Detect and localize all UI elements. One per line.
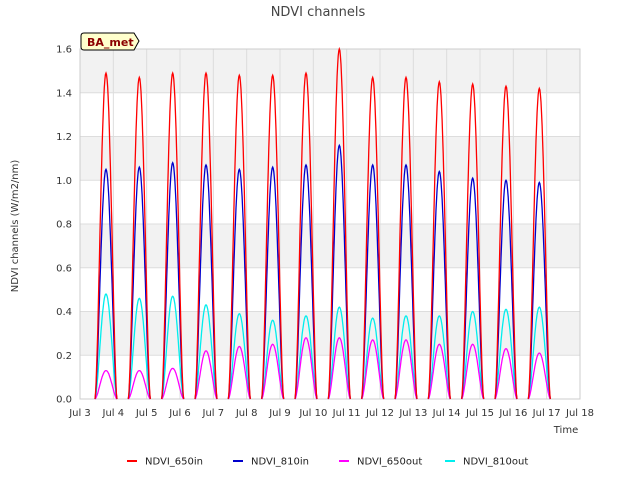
x-tick-label: Jul 7 xyxy=(202,408,225,419)
x-tick-label: Jul 16 xyxy=(498,408,527,419)
y-tick-label: 1.4 xyxy=(56,88,72,99)
y-tick-label: 0.8 xyxy=(56,220,72,231)
x-tick-label: Jul 5 xyxy=(135,408,158,419)
y-tick-label: 1.6 xyxy=(56,45,72,56)
chart-title: NDVI channels xyxy=(271,5,366,20)
site-badge: BA_met xyxy=(80,32,140,51)
y-axis-title: NDVI channels (W/m2/nm) xyxy=(10,160,21,293)
legend-label: NDVI_810in xyxy=(251,457,309,468)
x-tick-label: Jul 18 xyxy=(565,408,594,419)
legend-label: NDVI_650in xyxy=(145,457,203,468)
x-tick-label: Jul 17 xyxy=(532,408,561,419)
x-tick-label: Jul 15 xyxy=(465,408,494,419)
y-tick-label: 0.4 xyxy=(56,307,72,318)
y-tick-label: 0.2 xyxy=(56,351,72,362)
plot-area xyxy=(79,48,581,400)
x-tick-label: Jul 11 xyxy=(332,408,361,419)
plot-band xyxy=(80,224,580,268)
y-tick-label: 1.2 xyxy=(56,132,72,143)
legend: NDVI_650in NDVI_810in NDVI_650out NDVI_810o… xyxy=(127,457,528,468)
y-tick-label: 0.0 xyxy=(56,395,72,406)
x-tick-label: Jul 10 xyxy=(298,408,327,419)
x-tick-label: Jul 14 xyxy=(432,408,461,419)
series-line-ndvi-650out xyxy=(94,337,551,400)
y-tick-label: 0.6 xyxy=(56,263,72,274)
x-tick-label: Jul 4 xyxy=(102,408,125,419)
legend-label: NDVI_650out xyxy=(357,457,422,468)
legend-label: NDVI_810out xyxy=(463,457,528,468)
plot-band xyxy=(80,136,580,181)
series-line-ndvi-810out xyxy=(94,293,551,400)
x-tick-label: Jul 13 xyxy=(398,408,427,419)
x-tick-label: Jul 3 xyxy=(68,408,91,419)
series-line-ndvi-810in xyxy=(94,143,551,400)
series-line-ndvi-650in xyxy=(94,46,551,400)
x-tick-label: Jul 6 xyxy=(168,408,191,419)
x-tick-label: Jul 12 xyxy=(365,408,394,419)
badge-background xyxy=(80,32,140,51)
x-tick-label: Jul 8 xyxy=(235,408,258,419)
y-tick-label: 1.0 xyxy=(56,176,72,187)
plot-band xyxy=(80,49,580,93)
x-tick-label: Jul 9 xyxy=(268,408,291,419)
badge-label: BA_met xyxy=(87,36,134,49)
x-axis-title: Time xyxy=(553,425,578,436)
